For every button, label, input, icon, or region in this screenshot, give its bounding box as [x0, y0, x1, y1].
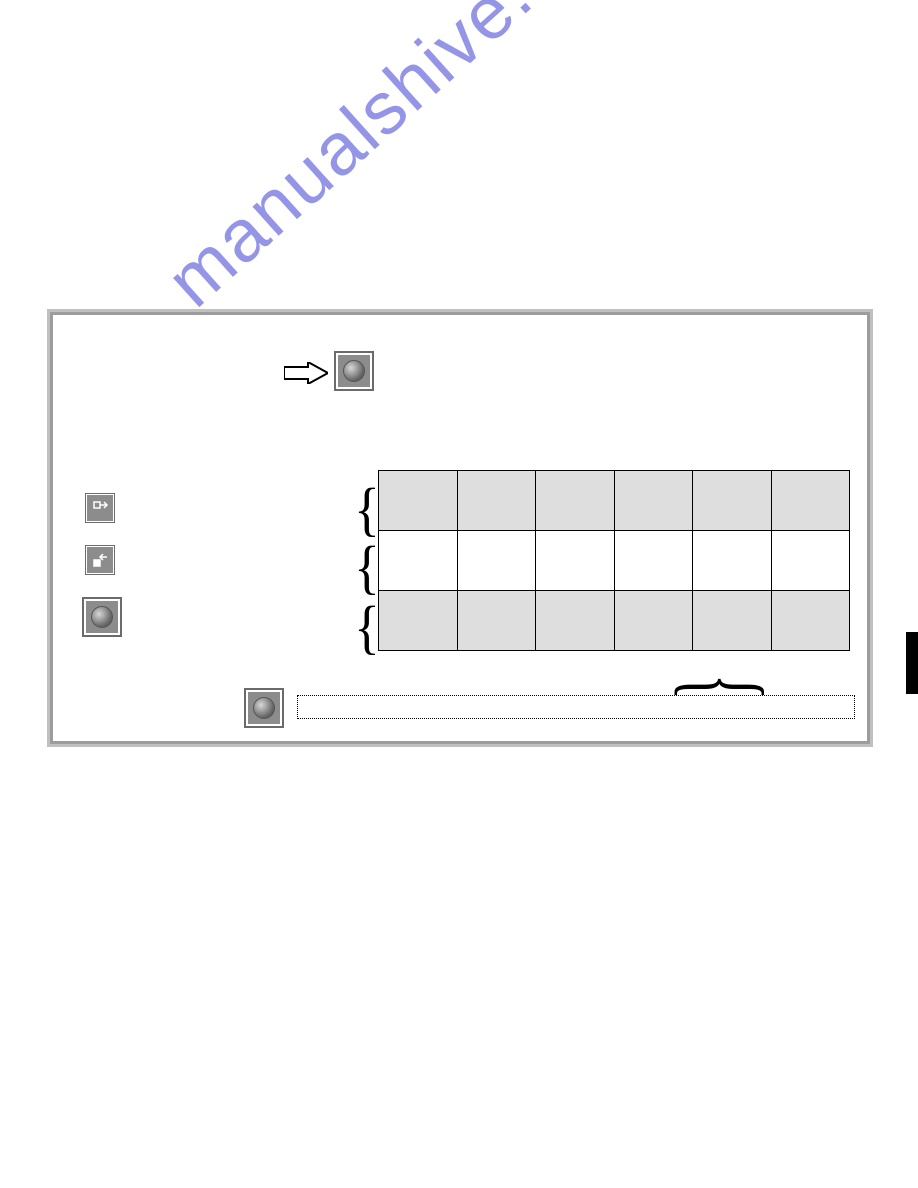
arrow-icon — [284, 362, 328, 384]
table-row — [379, 471, 850, 531]
import-icon — [91, 551, 109, 569]
round-icon — [343, 360, 365, 382]
table-cell — [379, 471, 458, 531]
dotted-caption-row — [297, 695, 855, 719]
table-cell — [771, 471, 850, 531]
watermark-text: manualshive.com — [150, 0, 742, 323]
table-cell — [457, 471, 536, 531]
table-cell — [771, 531, 850, 591]
icon-button-export[interactable] — [86, 494, 114, 522]
round-icon — [253, 697, 275, 719]
table-cell — [614, 531, 693, 591]
table-container — [290, 470, 860, 651]
table-cell — [693, 531, 772, 591]
round-button-top[interactable] — [336, 353, 372, 389]
table-cell — [693, 471, 772, 531]
round-icon — [91, 606, 113, 628]
table-cell — [457, 531, 536, 591]
icon-button-import[interactable] — [86, 546, 114, 574]
table-cell — [771, 591, 850, 651]
round-button-mid[interactable] — [84, 599, 120, 635]
main-table — [378, 470, 850, 651]
round-button-bottom[interactable] — [246, 690, 282, 726]
table-cell — [536, 531, 615, 591]
export-icon — [91, 499, 109, 517]
table-row — [379, 531, 850, 591]
table-cell — [693, 591, 772, 651]
table-cell — [379, 531, 458, 591]
table-row — [379, 591, 850, 651]
table-cell — [614, 471, 693, 531]
table-cell — [457, 591, 536, 651]
table-cell — [536, 471, 615, 531]
side-tab — [906, 632, 918, 694]
table-cell — [536, 591, 615, 651]
table-cell — [379, 591, 458, 651]
table-cell — [614, 591, 693, 651]
